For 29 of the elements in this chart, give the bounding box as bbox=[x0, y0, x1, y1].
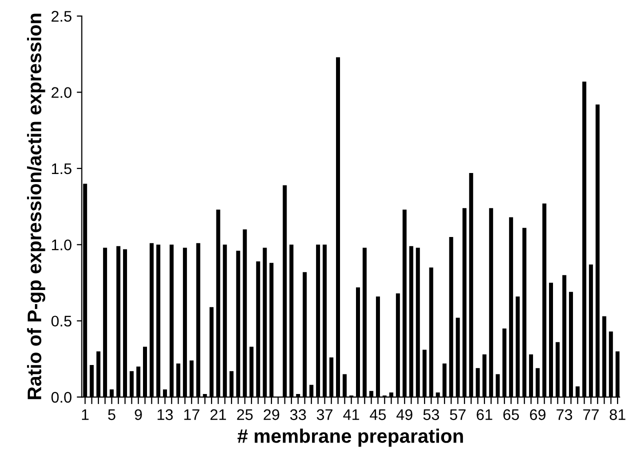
x-tick-label: 41 bbox=[343, 409, 360, 420]
x-tick-label: 81 bbox=[610, 409, 626, 420]
x-tick-label: 29 bbox=[264, 409, 280, 420]
y-tick-label: 0.5 bbox=[51, 316, 72, 327]
x-tick-label: 61 bbox=[476, 409, 492, 420]
x-axis-title: # membrane preparation bbox=[238, 428, 463, 447]
x-tick-label: 57 bbox=[450, 409, 466, 420]
x-tick-label: 37 bbox=[316, 409, 332, 420]
x-tick-label: 53 bbox=[423, 409, 440, 420]
x-tick-label: 69 bbox=[530, 409, 546, 420]
x-tick-label: 21 bbox=[210, 409, 226, 420]
x-tick-label: 65 bbox=[503, 409, 519, 420]
x-tick-label: 77 bbox=[583, 409, 599, 420]
y-tick-label: 0.0 bbox=[51, 392, 72, 403]
y-axis-title: Ratio of P-gp expression/actin expression bbox=[27, 14, 46, 400]
y-tick-label: 2.0 bbox=[52, 87, 72, 98]
y-tick-label: 1.0 bbox=[52, 240, 72, 250]
x-tick-label: 13 bbox=[158, 409, 173, 420]
x-tick-label: 9 bbox=[134, 409, 142, 420]
x-tick-label: 1 bbox=[82, 409, 89, 420]
x-tick-label: 17 bbox=[184, 409, 200, 420]
x-tick-label: 33 bbox=[290, 409, 306, 420]
x-tick-label: 73 bbox=[556, 409, 572, 420]
x-tick-label: 49 bbox=[396, 409, 412, 420]
x-tick-label: 45 bbox=[370, 409, 386, 420]
y-tick-label: 1.5 bbox=[52, 163, 72, 174]
x-tick-label: 5 bbox=[108, 409, 116, 420]
x-tick-label: 25 bbox=[237, 409, 253, 420]
y-tick-label: 2.5 bbox=[52, 10, 72, 22]
